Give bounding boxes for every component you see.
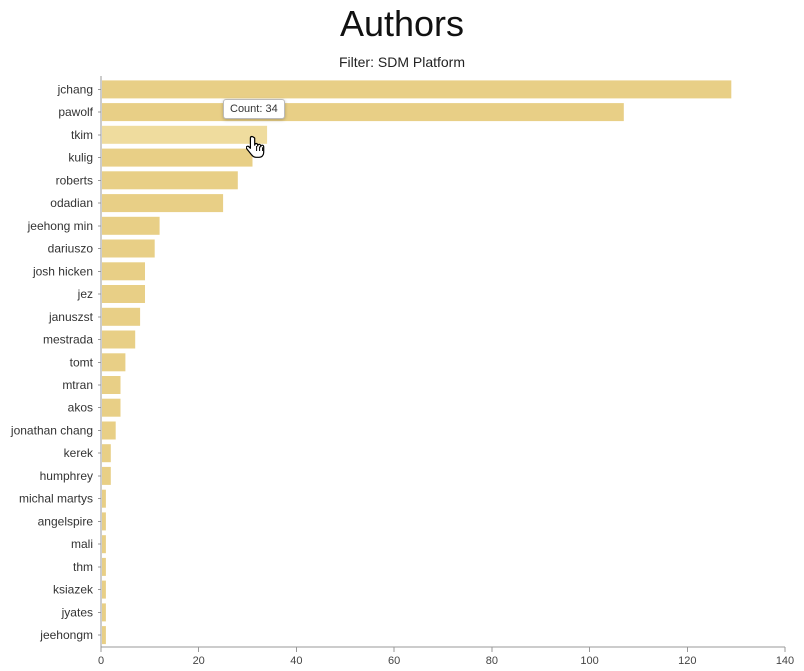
chart-subtitle: Filter: SDM Platform [338, 54, 465, 70]
chart-title: Authors [339, 3, 465, 44]
bar-jeehong-min[interactable] [102, 216, 160, 235]
category-label: kerek [64, 446, 94, 460]
category-label: jchang [57, 82, 93, 96]
x-tick-label: 100 [580, 655, 598, 667]
hand-pointer-icon [246, 135, 265, 158]
category-label: mtran [62, 378, 93, 392]
bar-dariuszo[interactable] [102, 239, 155, 258]
bar-ksiazek[interactable] [102, 580, 106, 599]
category-label: jonathan chang [10, 424, 93, 438]
category-label: jyates [61, 605, 93, 619]
bar-mali[interactable] [102, 535, 106, 554]
bar-kerek[interactable] [102, 444, 111, 463]
bar-roberts[interactable] [102, 171, 238, 190]
category-label: michal martys [19, 492, 93, 506]
bar-akos[interactable] [102, 398, 121, 417]
bar-januszst[interactable] [102, 307, 141, 326]
category-label: thm [73, 560, 93, 574]
category-label: jez [77, 287, 93, 301]
x-tick-label: 60 [388, 655, 400, 667]
category-label: humphrey [40, 469, 93, 483]
x-tick-label: 0 [98, 655, 104, 667]
bar-mtran[interactable] [102, 376, 121, 394]
category-label: tkim [71, 128, 93, 142]
category-label: akos [68, 401, 93, 415]
x-tick-label: 120 [678, 655, 696, 667]
category-label: jeehong min [27, 219, 93, 233]
x-tick-label: 80 [486, 655, 498, 667]
bar-tkim[interactable] [102, 125, 268, 144]
category-label: jeehongm [39, 628, 93, 642]
bar-tomt[interactable] [102, 353, 126, 372]
category-label: roberts [56, 173, 93, 187]
x-tick-label: 20 [193, 655, 205, 667]
bar-angelspire[interactable] [102, 512, 106, 531]
bar-thm[interactable] [102, 557, 106, 576]
bar-tooltip: Count: 34 [223, 99, 285, 119]
bar-odadian[interactable] [102, 194, 224, 213]
category-label: odadian [50, 196, 93, 210]
bar-jonathan-chang[interactable] [102, 421, 116, 440]
bar-pawolf[interactable] [102, 103, 624, 122]
x-tick-label: 40 [290, 655, 302, 667]
bar-humphrey[interactable] [102, 466, 111, 485]
category-label: josh hicken [32, 264, 93, 278]
category-label: ksiazek [53, 583, 94, 597]
bar-jchang[interactable] [102, 80, 732, 99]
bar-michal-martys[interactable] [102, 489, 106, 508]
category-label: dariuszo [48, 242, 94, 256]
bar-jyates[interactable] [102, 603, 106, 622]
category-label: tomt [70, 355, 94, 369]
bar-mestrada[interactable] [102, 330, 136, 349]
bar-kulig[interactable] [102, 148, 253, 167]
x-tick-label: 140 [776, 655, 794, 667]
category-label: angelspire [38, 514, 94, 528]
bar-jeehongm[interactable] [102, 626, 106, 645]
category-label: mali [71, 537, 93, 551]
category-label: mestrada [43, 333, 93, 347]
bar-josh-hicken[interactable] [102, 262, 145, 281]
bar-jez[interactable] [102, 285, 145, 303]
category-label: januszst [48, 310, 94, 324]
category-label: pawolf [58, 105, 93, 119]
category-label: kulig [68, 151, 93, 165]
